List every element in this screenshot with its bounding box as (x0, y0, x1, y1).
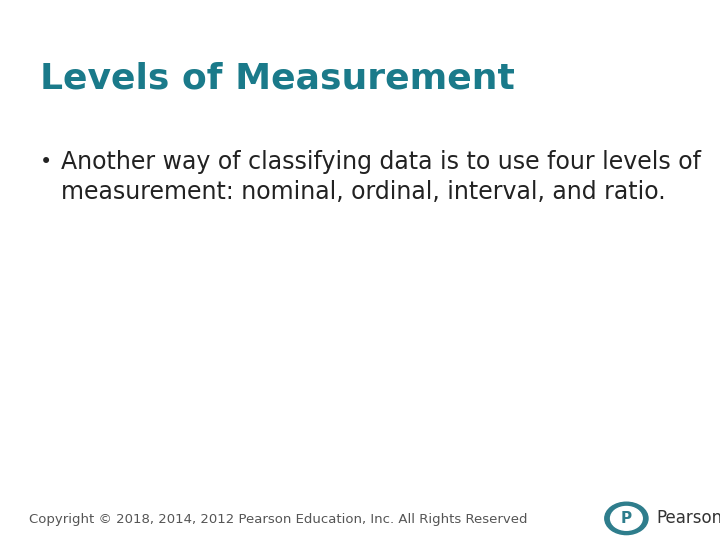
Text: Levels of Measurement: Levels of Measurement (40, 62, 515, 95)
Text: Another way of classifying data is to use four levels of: Another way of classifying data is to us… (61, 150, 701, 174)
Text: Copyright © 2018, 2014, 2012 Pearson Education, Inc. All Rights Reserved: Copyright © 2018, 2014, 2012 Pearson Edu… (29, 513, 527, 526)
Circle shape (605, 502, 648, 535)
Text: P: P (621, 511, 632, 526)
Circle shape (611, 507, 642, 530)
Text: measurement: nominal, ordinal, interval, and ratio.: measurement: nominal, ordinal, interval,… (61, 180, 666, 204)
Text: •: • (40, 152, 52, 172)
Text: Pearson: Pearson (657, 509, 720, 528)
